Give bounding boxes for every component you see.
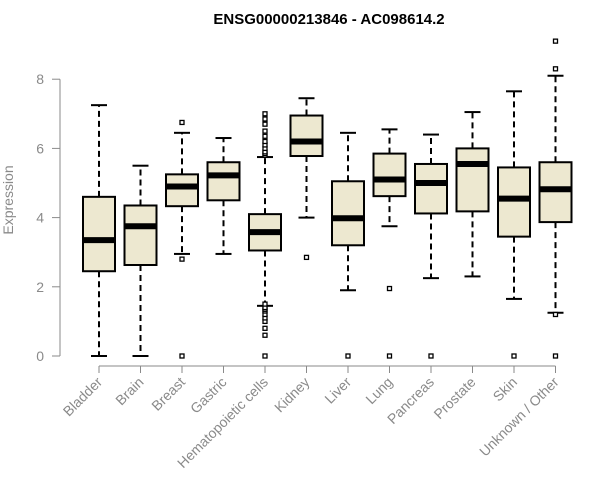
outlier-point — [262, 325, 268, 331]
x-tick-label: Brain — [112, 374, 146, 408]
outlier-point — [552, 353, 559, 359]
outlier-point — [303, 254, 310, 261]
outlier-point — [262, 116, 268, 122]
y-axis: 0 2 4 6 8 — [36, 71, 61, 364]
box-gastric — [206, 137, 241, 255]
iqr-box — [123, 204, 158, 267]
iqr-box — [414, 162, 448, 215]
iqr-box — [497, 166, 531, 238]
y-axis-label: Expression — [0, 165, 16, 234]
outlier-point — [262, 301, 268, 307]
y-tick-label: 0 — [36, 348, 44, 364]
outlier-point — [552, 311, 559, 318]
x-tick-label: Bladder — [60, 374, 106, 420]
outlier-point — [386, 353, 393, 359]
y-tick-label: 4 — [36, 210, 44, 226]
outlier-point — [262, 138, 268, 145]
x-tick-label: Breast — [148, 374, 188, 414]
iqr-box — [372, 152, 407, 198]
iqr-box — [455, 147, 490, 213]
iqr-box — [82, 195, 116, 273]
outlier-point — [179, 353, 185, 359]
y-tick-label: 6 — [36, 140, 44, 156]
outlier-point — [262, 111, 268, 117]
x-tick-label: Liver — [321, 374, 354, 407]
outlier-point — [262, 332, 268, 338]
box-liver — [331, 131, 365, 359]
outlier-point — [262, 121, 268, 127]
x-tick-label: Prostate — [430, 374, 478, 422]
iqr-box — [206, 161, 241, 202]
outlier-point — [179, 119, 185, 126]
box-brain — [123, 164, 158, 357]
box-kidney — [289, 97, 324, 261]
outlier-point — [262, 353, 268, 359]
box-prostate — [455, 111, 490, 278]
outlier-point — [511, 353, 517, 359]
y-tick-label: 8 — [36, 71, 44, 87]
x-tick-label: Kidney — [271, 374, 313, 416]
box-skin — [497, 90, 531, 359]
iqr-box — [165, 173, 199, 208]
box-bladder — [82, 104, 116, 357]
box-hematopoietic-cells — [248, 111, 282, 359]
boxes-group — [82, 38, 573, 359]
outlier-point — [179, 256, 185, 262]
outlier-point — [262, 133, 268, 139]
outlier-point — [345, 353, 351, 359]
box-breast — [165, 119, 199, 359]
outlier-point — [552, 66, 559, 72]
x-tick-label: Skin — [490, 374, 521, 405]
box-pancreas — [414, 133, 448, 359]
box-unknown-other — [538, 38, 573, 359]
y-tick-label: 2 — [36, 279, 44, 295]
chart-title: ENSG00000213846 - AC098614.2 — [213, 11, 444, 28]
box-lung — [372, 128, 407, 359]
outlier-point — [386, 285, 393, 292]
x-tick-label: Lung — [362, 374, 395, 407]
iqr-box — [289, 114, 324, 158]
outlier-point — [428, 353, 434, 359]
outlier-point — [552, 38, 559, 44]
outlier-point — [262, 128, 268, 134]
iqr-box — [331, 180, 365, 247]
x-tick-label: Unknown / Other — [476, 374, 562, 460]
